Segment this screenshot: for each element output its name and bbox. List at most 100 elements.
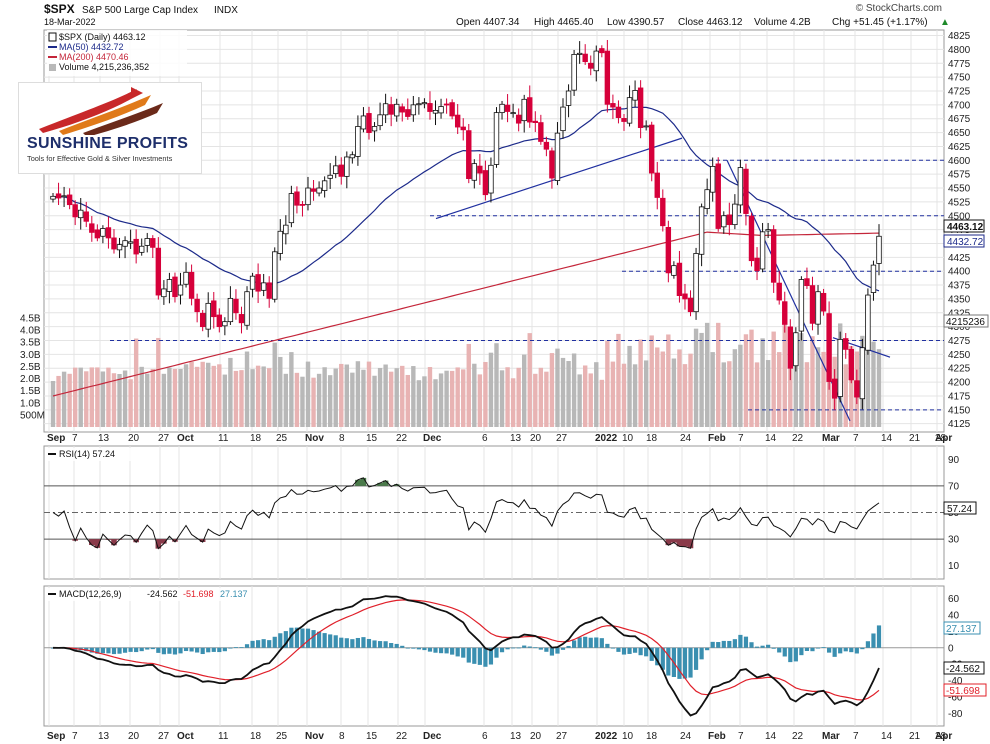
- candle-body: [499, 103, 505, 114]
- date-tick-label: 13: [510, 731, 522, 742]
- histogram-bar: [377, 641, 383, 648]
- histogram-bar: [244, 644, 250, 648]
- volume-bar: [400, 365, 405, 427]
- candle-body: [260, 282, 267, 291]
- candle-body: [333, 165, 339, 175]
- candle: [377, 102, 383, 131]
- histogram-bar: [316, 631, 322, 648]
- histogram-bar: [344, 638, 349, 648]
- candle: [826, 301, 832, 390]
- candle: [266, 276, 272, 308]
- histogram-bar: [810, 647, 815, 652]
- volume-bar: [555, 348, 560, 427]
- candle-body: [382, 103, 389, 116]
- histogram-bar: [394, 643, 399, 648]
- candle-body: [399, 106, 405, 113]
- histogram-bar: [333, 635, 338, 648]
- histogram-bar: [572, 640, 577, 648]
- volume-bar: [649, 335, 654, 427]
- volume-bar: [466, 343, 471, 427]
- histogram-bar: [705, 647, 710, 651]
- histogram-bar: [161, 647, 166, 655]
- date-tick-label: 24: [680, 433, 692, 444]
- histogram-bar: [522, 645, 527, 648]
- candle: [105, 216, 112, 249]
- candle-body: [316, 187, 322, 194]
- volume-bar: [377, 367, 383, 427]
- volume-bar: [538, 367, 544, 427]
- legend-price: $SPX (Daily) 4463.12: [59, 32, 146, 42]
- candle: [698, 203, 705, 267]
- candle-body: [748, 215, 755, 262]
- candle: [582, 44, 588, 65]
- volume-bar: [871, 341, 876, 427]
- candle-body: [793, 332, 799, 367]
- date-tick-label: Oct: [177, 731, 194, 742]
- date-tick-label: Sep: [47, 433, 65, 444]
- histogram-bar: [577, 637, 582, 648]
- candle: [410, 95, 417, 122]
- histogram-bar: [827, 647, 832, 653]
- candlesticks: [50, 39, 882, 411]
- date-tick-label: 6: [482, 433, 488, 444]
- logo-swoosh-icon: [39, 87, 163, 135]
- date-tick-label: 8: [339, 731, 345, 742]
- histogram-bar: [183, 647, 189, 652]
- volume-bar: [533, 373, 538, 427]
- histogram-bar: [361, 637, 366, 648]
- candle-body: [549, 150, 555, 179]
- price-tick-label: 4525: [948, 197, 971, 208]
- volume-tag-value: 4215236: [946, 317, 985, 328]
- macd-tag: [943, 661, 985, 675]
- candle-body: [294, 191, 300, 206]
- date-tick-label: 22: [792, 433, 804, 444]
- volume-bar: [544, 371, 549, 427]
- histogram-bar: [716, 642, 721, 648]
- histogram-bar: [233, 647, 239, 648]
- volume-tag: [943, 314, 989, 328]
- candle: [260, 273, 267, 297]
- histogram-bar: [217, 647, 222, 653]
- price-axis: 4125 4150 4175 4200 4225 4250 4275 4300 4325 4350…: [948, 31, 971, 430]
- legend-ma200: MA(200) 4470.46: [59, 52, 129, 62]
- candle-body: [288, 193, 295, 224]
- volume-bar: [206, 362, 211, 427]
- candle: [527, 85, 533, 128]
- histogram-bar: [732, 639, 737, 648]
- candle: [665, 220, 672, 283]
- volume-bar: [804, 362, 810, 427]
- volume-bar: [732, 349, 738, 427]
- volume-bar: [311, 377, 316, 427]
- histogram-tag: [943, 621, 981, 635]
- candle: [831, 369, 838, 411]
- volume-bar: [455, 367, 460, 427]
- candle: [798, 276, 805, 341]
- histogram-bar: [139, 647, 144, 652]
- histogram-bar: [505, 647, 510, 650]
- candle-body: [671, 265, 677, 276]
- volume-bar: [89, 367, 95, 427]
- candle: [205, 292, 211, 338]
- candle-body: [394, 103, 400, 117]
- candle-body: [488, 164, 494, 194]
- date-tick-label: Mar: [822, 433, 840, 444]
- price-tick-label: 4650: [948, 128, 971, 139]
- candle-body: [405, 109, 411, 117]
- candle-body: [216, 314, 223, 328]
- volume-bar: [843, 364, 848, 427]
- candle-body: [266, 282, 272, 299]
- candle: [177, 272, 184, 305]
- volume-bar: [721, 362, 726, 427]
- candle: [144, 232, 150, 253]
- histogram-bar: [494, 647, 499, 658]
- volume-bar: [244, 351, 250, 427]
- volume-label: Volume 4.2B: [754, 17, 811, 28]
- volume-bar: [61, 371, 67, 427]
- macd-line: [52, 595, 880, 717]
- date-tick-label: 24: [680, 731, 692, 742]
- candle: [277, 219, 283, 261]
- close-tag-value: 4463.12: [947, 222, 984, 233]
- price-tick-label: 4225: [948, 364, 971, 375]
- date-tick-label: 18: [646, 433, 658, 444]
- candle: [421, 98, 428, 109]
